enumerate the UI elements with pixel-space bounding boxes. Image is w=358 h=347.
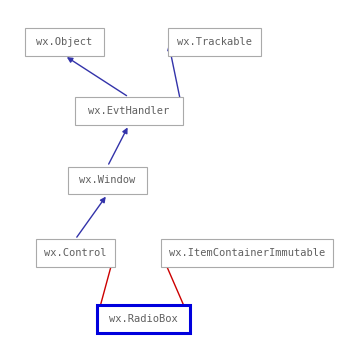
FancyBboxPatch shape bbox=[97, 305, 190, 333]
Text: wx.EvtHandler: wx.EvtHandler bbox=[88, 106, 169, 116]
FancyBboxPatch shape bbox=[25, 28, 104, 56]
FancyBboxPatch shape bbox=[68, 167, 147, 194]
FancyBboxPatch shape bbox=[168, 28, 261, 56]
Text: wx.Object: wx.Object bbox=[36, 37, 93, 46]
FancyBboxPatch shape bbox=[36, 239, 115, 267]
FancyBboxPatch shape bbox=[75, 97, 183, 125]
Text: wx.ItemContainerImmutable: wx.ItemContainerImmutable bbox=[169, 248, 325, 258]
Text: wx.Trackable: wx.Trackable bbox=[177, 37, 252, 46]
Text: wx.RadioBox: wx.RadioBox bbox=[109, 314, 178, 324]
Text: wx.Control: wx.Control bbox=[44, 248, 106, 258]
Text: wx.Window: wx.Window bbox=[79, 176, 136, 185]
FancyBboxPatch shape bbox=[161, 239, 333, 267]
